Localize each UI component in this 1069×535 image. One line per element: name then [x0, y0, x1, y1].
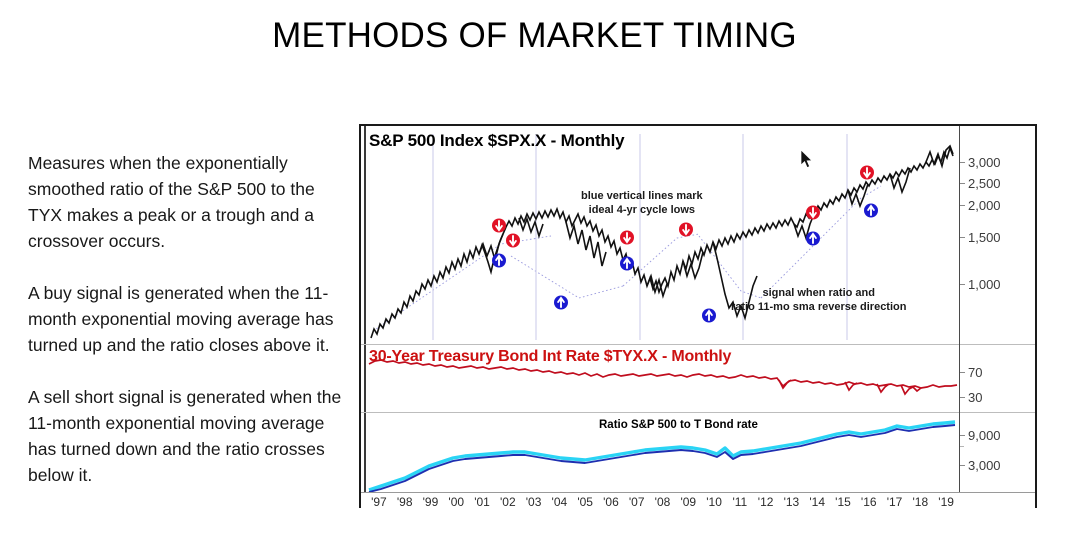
panel-separator: [361, 344, 1035, 345]
ratio-axis-tick: 3,000: [960, 459, 1001, 472]
x-axis-year-label: '13: [783, 495, 800, 509]
x-axis-year-label: '16: [860, 495, 877, 509]
cycle-low-verticals: [432, 134, 848, 340]
paragraph-measures: Measures when the exponentially smoothed…: [28, 153, 315, 251]
spx-price-line: [370, 145, 954, 339]
sell-signal-marker[interactable]: [506, 233, 521, 251]
ratio-panel: Ratio S&P 500 to T Bond rate: [361, 412, 959, 492]
annotation-ratio-signal-line1: signal when ratio and: [762, 287, 875, 299]
buy-signal-marker[interactable]: [806, 228, 821, 246]
x-axis-year-label: '12: [757, 495, 774, 509]
tyx-rate-line: [368, 359, 958, 389]
x-axis-year-label: '03: [525, 495, 542, 509]
x-axis-year-label: '18: [912, 495, 929, 509]
annotation-ratio-signal-line2: ratio 11-mo sma reverse direction: [731, 301, 907, 313]
spx-panel-title: S&P 500 Index $SPX.X - Monthly: [369, 131, 625, 150]
tyx-axis-tick: 70: [960, 366, 982, 379]
spx-axis-tick: 2,000: [960, 199, 1001, 212]
tyx-rate-plot: [368, 359, 958, 396]
tyx-axis-tick: 30: [960, 391, 982, 404]
ratio-line: [368, 420, 956, 492]
annotation-cycle-lows-line1: blue vertical lines mark: [581, 190, 703, 202]
x-axis-year-label: '05: [577, 495, 593, 509]
cycle-trend-lines: [372, 185, 882, 332]
x-axis-year-label: '11: [732, 495, 748, 509]
x-axis-year-label: '97: [371, 495, 387, 509]
x-axis-year-label: '06: [603, 495, 619, 509]
x-axis-year-label: '14: [809, 495, 826, 509]
sell-signal-marker[interactable]: [806, 205, 821, 223]
spx-price-panel: blue vertical lines mark ideal 4-yr cycl…: [361, 126, 959, 344]
axis-divider: [959, 126, 960, 492]
page-title: METHODS OF MARKET TIMING: [272, 16, 797, 55]
x-axis: '97 '98 '99 '00 '01 '02 '03 '04 '05 '06 '07 '08 '09 '…: [361, 492, 1035, 511]
buy-signal-marker[interactable]: [554, 292, 569, 310]
x-axis-labels: '97 '98 '99 '00 '01 '02 '03 '04 '05 '06 '07 '08 '09 '…: [366, 494, 959, 511]
x-axis-year-label: '99: [422, 495, 439, 509]
description-text-block: Measures when the exponentially smoothed…: [28, 150, 350, 488]
annotation-ratio-signal: signal when ratio and ratio 11-mo sma re…: [731, 286, 906, 314]
x-axis-year-label: '04: [551, 495, 568, 509]
ratio-plot: [368, 420, 956, 492]
x-axis-year-label: '09: [680, 495, 697, 509]
tyx-rate-detail: [778, 379, 922, 396]
price-axis: 3,000 2,500 2,000 1,500 1,000 70 30 9,00…: [960, 126, 1035, 492]
x-axis-year-label: '19: [938, 495, 954, 509]
buy-signal-marker[interactable]: [492, 250, 507, 268]
tyx-panel-title: 30-Year Treasury Bond Int Rate $TYX.X - …: [369, 348, 732, 365]
ratio-sma-line: [368, 424, 956, 492]
annotation-cycle-lows: blue vertical lines mark ideal 4-yr cycl…: [581, 189, 703, 217]
spx-price-detail: [478, 144, 954, 321]
spx-axis-tick: 3,000: [960, 156, 1001, 169]
ratio-axis-tick: 9,000: [960, 429, 1001, 442]
x-axis-year-label: '07: [628, 495, 645, 509]
annotation-cycle-lows-line2: ideal 4-yr cycle lows: [588, 204, 696, 216]
tyx-rate-panel: [361, 344, 959, 412]
x-axis-year-label: '10: [706, 495, 722, 509]
x-axis-year-label: '15: [835, 495, 851, 509]
sell-signal-marker[interactable]: [860, 165, 875, 183]
panel-separator: [361, 412, 1035, 413]
x-axis-year-label: '01: [474, 495, 490, 509]
spx-axis-tick: 2,500: [960, 177, 1001, 190]
spx-axis-tick: 1,000: [960, 278, 1001, 291]
x-axis-year-label: '98: [396, 495, 413, 509]
spx-axis-tick: 1,500: [960, 231, 1001, 244]
buy-signal-marker[interactable]: [702, 305, 717, 323]
paragraph-buy-signal: A buy signal is generated when the 11-mo…: [28, 283, 334, 355]
buy-signal-marker[interactable]: [620, 253, 635, 271]
sell-signal-marker[interactable]: [492, 218, 507, 236]
buy-signal-marker[interactable]: [864, 200, 879, 218]
x-axis-year-label: '08: [654, 495, 671, 509]
spx-price-plot: [370, 134, 954, 340]
mouse-cursor-icon: [800, 149, 814, 170]
sell-signal-marker[interactable]: [679, 222, 694, 240]
sell-signal-marker[interactable]: [620, 230, 635, 248]
x-axis-year-label: '00: [448, 495, 465, 509]
ratio-axis-minor-tick: [960, 446, 964, 447]
chart-left-spine: [364, 126, 366, 492]
paragraph-sell-signal: A sell short signal is generated when th…: [28, 387, 342, 485]
stock-chart: blue vertical lines mark ideal 4-yr cycl…: [359, 124, 1037, 511]
x-axis-year-label: '17: [886, 495, 903, 509]
ratio-panel-title: Ratio S&P 500 to T Bond rate: [599, 419, 758, 431]
x-axis-year-label: '02: [499, 495, 516, 509]
